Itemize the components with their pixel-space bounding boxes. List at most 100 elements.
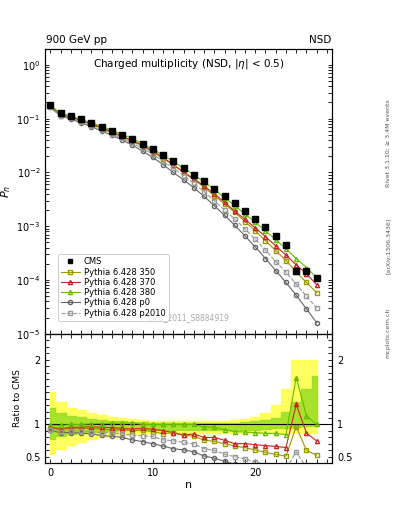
- Pythia 6.428 p0: [274, 267, 278, 273]
- Pythia 6.428 p2010: [130, 140, 135, 146]
- CMS: [263, 224, 268, 230]
- Pythia 6.428 370: [58, 111, 63, 117]
- CMS: [68, 113, 73, 119]
- Pythia 6.428 350: [253, 228, 257, 234]
- Pythia 6.428 p0: [130, 142, 135, 148]
- Pythia 6.428 370: [314, 282, 319, 288]
- Pythia 6.428 380: [151, 146, 155, 152]
- Pythia 6.428 p2010: [120, 135, 125, 141]
- Pythia 6.428 350: [191, 176, 196, 182]
- Pythia 6.428 370: [109, 129, 114, 135]
- Pythia 6.428 350: [304, 280, 309, 286]
- Pythia 6.428 p2010: [274, 259, 278, 265]
- Pythia 6.428 p0: [191, 185, 196, 191]
- Pythia 6.428 p2010: [151, 151, 155, 157]
- Pythia 6.428 350: [79, 118, 83, 124]
- Pythia 6.428 p0: [294, 292, 299, 298]
- Pythia 6.428 p0: [48, 104, 53, 111]
- Pythia 6.428 370: [130, 138, 135, 144]
- CMS: [191, 172, 196, 178]
- Pythia 6.428 380: [253, 219, 257, 225]
- Pythia 6.428 350: [294, 269, 299, 275]
- Line: Pythia 6.428 370: Pythia 6.428 370: [48, 104, 319, 287]
- Line: Pythia 6.428 380: Pythia 6.428 380: [48, 103, 319, 280]
- CMS: [130, 136, 135, 142]
- Pythia 6.428 380: [202, 179, 206, 185]
- CMS: [151, 146, 155, 152]
- Pythia 6.428 380: [140, 141, 145, 147]
- CMS: [48, 102, 53, 108]
- Pythia 6.428 p2010: [68, 115, 73, 121]
- CMS: [284, 242, 288, 248]
- Pythia 6.428 p0: [109, 132, 114, 138]
- Pythia 6.428 350: [222, 201, 227, 207]
- Pythia 6.428 350: [274, 248, 278, 254]
- Pythia 6.428 370: [284, 252, 288, 258]
- Pythia 6.428 p2010: [48, 104, 53, 110]
- Pythia 6.428 p2010: [140, 145, 145, 152]
- CMS: [58, 110, 63, 116]
- Pythia 6.428 370: [242, 216, 247, 222]
- Pythia 6.428 380: [242, 211, 247, 217]
- CMS: [314, 274, 319, 281]
- Pythia 6.428 p0: [232, 222, 237, 228]
- CMS: [161, 152, 165, 158]
- Pythia 6.428 350: [202, 184, 206, 190]
- Pythia 6.428 380: [130, 135, 135, 141]
- Pythia 6.428 p2010: [304, 293, 309, 299]
- Pythia 6.428 p2010: [58, 113, 63, 119]
- Line: Pythia 6.428 p0: Pythia 6.428 p0: [48, 105, 319, 325]
- Line: Pythia 6.428 350: Pythia 6.428 350: [48, 104, 319, 295]
- Pythia 6.428 p2010: [284, 269, 288, 275]
- Pythia 6.428 p2010: [99, 126, 104, 133]
- Pythia 6.428 370: [294, 262, 299, 268]
- Pythia 6.428 p0: [89, 123, 94, 130]
- CMS: [294, 268, 299, 274]
- CMS: [212, 185, 217, 191]
- Pythia 6.428 p2010: [212, 198, 217, 204]
- Pythia 6.428 p0: [222, 212, 227, 218]
- Pythia 6.428 350: [263, 238, 268, 244]
- Pythia 6.428 380: [222, 195, 227, 201]
- Text: CMS_2011_S8884919: CMS_2011_S8884919: [148, 313, 230, 323]
- Pythia 6.428 p2010: [171, 165, 176, 171]
- CMS: [79, 116, 83, 122]
- Pythia 6.428 350: [89, 121, 94, 127]
- Pythia 6.428 p0: [284, 280, 288, 286]
- Pythia 6.428 380: [68, 113, 73, 119]
- Pythia 6.428 370: [274, 243, 278, 249]
- Pythia 6.428 p2010: [253, 236, 257, 242]
- Pythia 6.428 p2010: [89, 122, 94, 129]
- Pythia 6.428 370: [181, 169, 186, 176]
- Pythia 6.428 p0: [120, 137, 125, 143]
- Pythia 6.428 370: [120, 133, 125, 139]
- Pythia 6.428 p2010: [202, 188, 206, 195]
- Pythia 6.428 370: [304, 271, 309, 277]
- CMS: [89, 120, 94, 126]
- Pythia 6.428 p0: [140, 148, 145, 154]
- Text: Charged multiplicity (NSD, $|\eta|$ < 0.5): Charged multiplicity (NSD, $|\eta|$ < 0.…: [93, 57, 285, 71]
- Pythia 6.428 380: [58, 110, 63, 116]
- Pythia 6.428 p0: [161, 161, 165, 167]
- Text: NSD: NSD: [309, 35, 332, 45]
- Pythia 6.428 350: [314, 290, 319, 296]
- Pythia 6.428 350: [212, 193, 217, 199]
- Pythia 6.428 380: [263, 228, 268, 234]
- Pythia 6.428 p0: [202, 193, 206, 199]
- Pythia 6.428 370: [79, 117, 83, 123]
- Pythia 6.428 p0: [304, 306, 309, 312]
- Pythia 6.428 380: [212, 186, 217, 193]
- Pythia 6.428 370: [48, 103, 53, 109]
- Pythia 6.428 380: [89, 120, 94, 126]
- Pythia 6.428 370: [151, 148, 155, 154]
- Pythia 6.428 350: [171, 161, 176, 167]
- Pythia 6.428 370: [263, 233, 268, 240]
- Pythia 6.428 p0: [79, 120, 83, 126]
- Pythia 6.428 380: [284, 246, 288, 252]
- Pythia 6.428 380: [232, 203, 237, 209]
- CMS: [99, 123, 104, 130]
- Pythia 6.428 350: [181, 169, 186, 176]
- Pythia 6.428 370: [140, 142, 145, 148]
- Pythia 6.428 p0: [263, 255, 268, 262]
- Pythia 6.428 p2010: [79, 119, 83, 125]
